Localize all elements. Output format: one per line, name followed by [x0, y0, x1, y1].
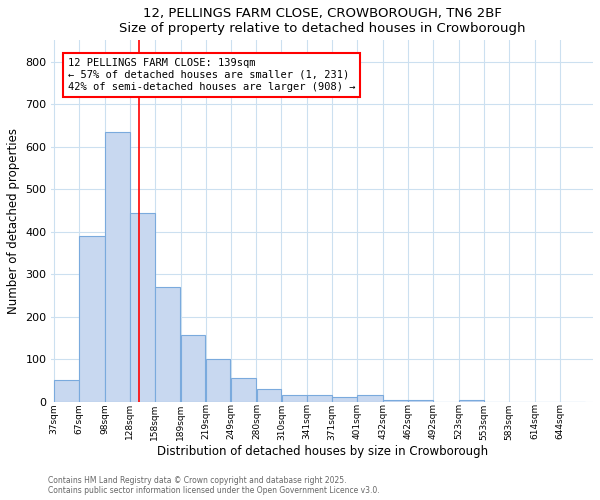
Bar — [231, 378, 256, 402]
Bar — [79, 236, 104, 402]
Bar — [257, 389, 281, 402]
Bar — [459, 400, 484, 402]
Bar — [155, 287, 181, 402]
Bar — [130, 212, 155, 402]
Y-axis label: Number of detached properties: Number of detached properties — [7, 128, 20, 314]
Bar — [206, 359, 230, 402]
Bar — [281, 394, 307, 402]
X-axis label: Distribution of detached houses by size in Crowborough: Distribution of detached houses by size … — [157, 445, 488, 458]
Bar — [383, 400, 408, 402]
Bar — [54, 380, 79, 402]
Bar — [307, 394, 332, 402]
Text: Contains HM Land Registry data © Crown copyright and database right 2025.
Contai: Contains HM Land Registry data © Crown c… — [48, 476, 380, 495]
Bar — [105, 132, 130, 402]
Bar — [181, 335, 205, 402]
Title: 12, PELLINGS FARM CLOSE, CROWBOROUGH, TN6 2BF
Size of property relative to detac: 12, PELLINGS FARM CLOSE, CROWBOROUGH, TN… — [119, 7, 526, 35]
Bar — [408, 400, 433, 402]
Bar — [358, 396, 383, 402]
Text: 12 PELLINGS FARM CLOSE: 139sqm
← 57% of detached houses are smaller (1, 231)
42%: 12 PELLINGS FARM CLOSE: 139sqm ← 57% of … — [68, 58, 355, 92]
Bar — [332, 398, 357, 402]
